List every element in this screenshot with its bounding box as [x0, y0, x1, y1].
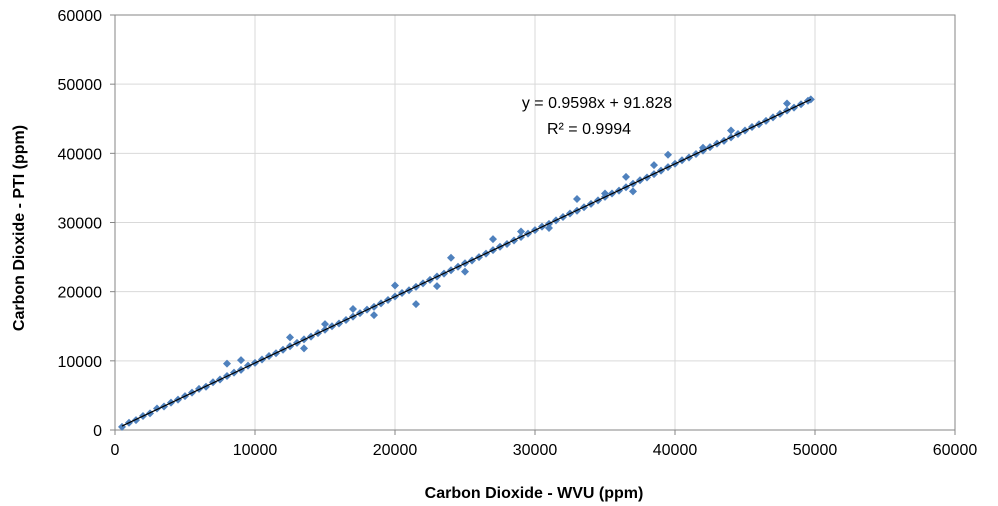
data-point-diamond: [391, 281, 399, 290]
data-point-diamond: [629, 187, 637, 196]
data-point-diamond: [300, 344, 308, 353]
data-point-diamond: [517, 227, 525, 236]
y-axis-title: Carbon Dioxide - PTI (ppm): [11, 125, 28, 331]
x-axis-title: Carbon Dioxide - WVU (ppm): [425, 485, 644, 502]
data-point-diamond: [573, 194, 581, 203]
y-tick-label: 0: [93, 423, 102, 440]
data-point-diamond: [349, 304, 357, 313]
data-point-diamond: [321, 320, 329, 329]
data-point-diamond: [412, 300, 420, 309]
x-tick-label: 10000: [233, 442, 278, 459]
data-point-diamond: [664, 150, 672, 159]
x-tick-label: 40000: [653, 442, 698, 459]
data-point-diamond: [286, 333, 294, 342]
x-tick-label: 20000: [373, 442, 418, 459]
data-point-diamond: [223, 359, 231, 368]
x-tick-label: 60000: [933, 442, 978, 459]
y-tick-label: 40000: [58, 146, 103, 163]
y-tick-label: 30000: [58, 216, 103, 233]
y-tick-label: 20000: [58, 285, 103, 302]
x-tick-label: 0: [111, 442, 120, 459]
data-point-diamond: [237, 356, 245, 365]
data-point-diamond: [461, 267, 469, 276]
data-point-diamond: [433, 282, 441, 291]
x-axis-ticks: 0 10000 20000 30000 40000 50000 60000: [111, 430, 978, 459]
x-tick-label: 30000: [513, 442, 558, 459]
x-tick-label: 50000: [793, 442, 838, 459]
trendline: [121, 98, 812, 427]
data-point-diamond: [370, 311, 378, 320]
y-tick-label: 50000: [58, 77, 103, 94]
data-point-diamond: [447, 253, 455, 262]
data-point-diamond: [806, 95, 815, 104]
data-point-diamond: [783, 99, 791, 108]
data-point-diamond: [489, 235, 497, 244]
data-point-diamond: [650, 161, 658, 170]
y-tick-label: 60000: [58, 8, 103, 25]
data-point-diamond: [622, 172, 630, 181]
y-axis-ticks: 0 10000 20000 30000 40000 50000 60000: [58, 8, 115, 440]
trendline-equation: y = 0.9598x + 91.828: [522, 95, 672, 112]
data-point-diamond: [727, 126, 735, 135]
y-tick-label: 10000: [58, 354, 103, 371]
r-squared-label: R² = 0.9994: [547, 121, 631, 138]
data-point-diamond: [545, 224, 553, 233]
